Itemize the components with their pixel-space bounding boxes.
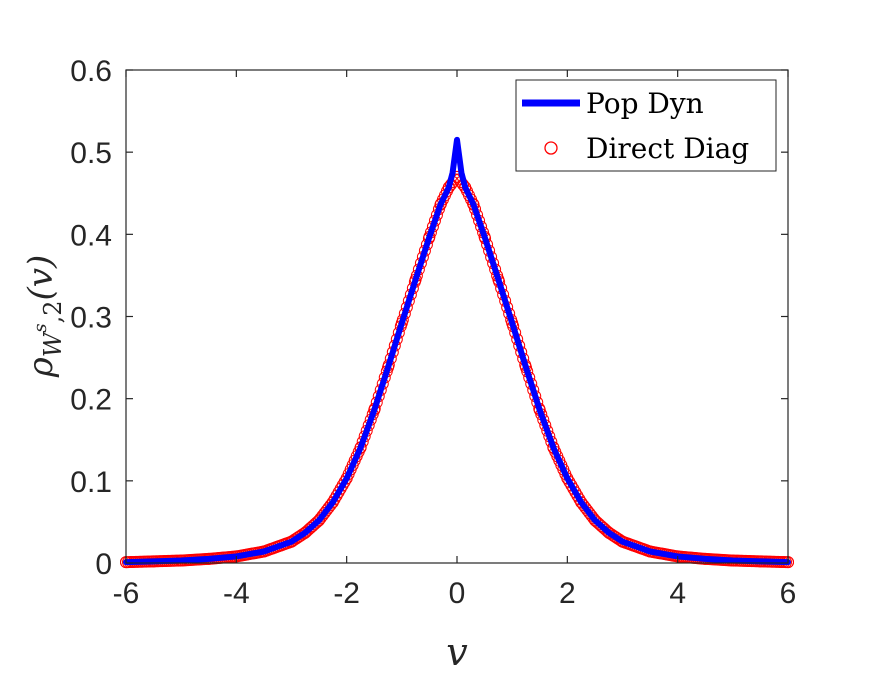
- x-tick-label: 6: [780, 577, 797, 610]
- legend-label-direct-diag: Direct Diag: [586, 132, 749, 165]
- x-tick-label: -2: [333, 577, 360, 610]
- legend-label-pop-dyn: Pop Dyn: [586, 87, 704, 120]
- direct-diag-marker: [324, 499, 337, 512]
- y-tick-label: 0.1: [70, 466, 112, 499]
- direct-diag-marker: [292, 531, 305, 544]
- direct-diag-marker: [587, 512, 600, 525]
- y-tick-label: 0.4: [70, 219, 112, 252]
- direct-diag-point: [299, 526, 312, 539]
- direct-diag-marker: [296, 528, 309, 541]
- x-tick-label: 0: [449, 577, 466, 610]
- x-axis-label: v: [446, 630, 468, 674]
- y-tick-label: 0.2: [70, 384, 112, 417]
- direct-diag-marker: [599, 523, 612, 536]
- x-axis-ticks: -6 -4 -2 0 2 4 6: [113, 70, 797, 610]
- y-tick-label: 0.3: [70, 302, 112, 335]
- y-label-sub-tail: ,2: [39, 300, 67, 323]
- legend-box: [515, 79, 777, 172]
- direct-diag-marker: [601, 525, 614, 538]
- y-label-arg: (v): [21, 255, 61, 301]
- legend: Pop Dyn Direct Diag: [515, 79, 777, 172]
- y-tick-label: 0.5: [70, 137, 112, 170]
- direct-diag-point: [602, 526, 615, 539]
- series-layer: [120, 136, 794, 569]
- y-tick-label: 0: [95, 548, 112, 581]
- direct-diag-point: [588, 514, 601, 527]
- y-label-sub-letter: W: [39, 330, 67, 357]
- direct-diag-marker: [310, 516, 323, 529]
- direct-diag-marker: [308, 518, 321, 531]
- x-tick-label: -6: [113, 577, 140, 610]
- direct-diag-point: [313, 514, 326, 527]
- y-label-base: ρ: [21, 357, 61, 378]
- series-pop-dyn-line: [123, 136, 791, 566]
- legend-swatch-direct-diag: [544, 141, 558, 155]
- y-axis-label: ρWs,2(v): [21, 255, 67, 379]
- x-tick-label: -4: [223, 577, 250, 610]
- y-tick-label: 0.6: [70, 55, 112, 88]
- y-axis-ticks: 0 0.1 0.2 0.3 0.4 0.5 0.6: [70, 55, 788, 581]
- y-label-sup: s: [30, 323, 51, 332]
- x-tick-label: 2: [559, 577, 576, 610]
- x-tick-label: 4: [669, 577, 686, 610]
